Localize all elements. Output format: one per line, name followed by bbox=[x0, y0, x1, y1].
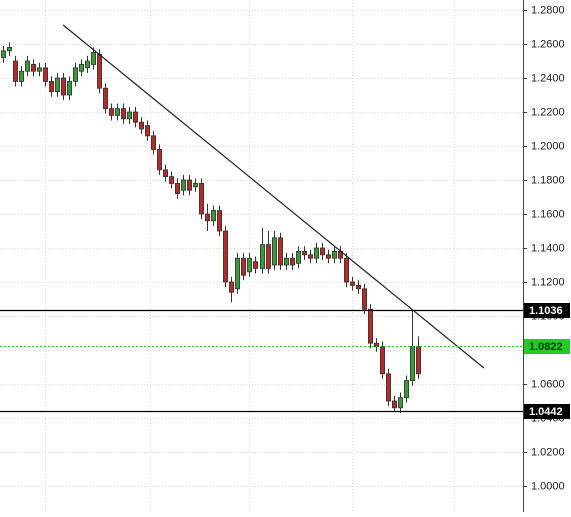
candle-body bbox=[259, 244, 266, 269]
candle-body bbox=[343, 257, 350, 283]
candle-body bbox=[355, 285, 362, 290]
candle-body bbox=[84, 60, 91, 69]
candle-body bbox=[361, 288, 368, 310]
y-tick-label: 1.1400 bbox=[531, 242, 565, 254]
candle-body bbox=[289, 257, 296, 266]
y-tick-label: 1.0600 bbox=[531, 378, 565, 390]
candle-body bbox=[240, 257, 247, 276]
y-tick-label: 1.1200 bbox=[531, 276, 565, 288]
candle-body bbox=[168, 176, 175, 184]
y-tick-label: 1.0200 bbox=[531, 446, 565, 458]
candle-body bbox=[60, 77, 67, 96]
candle-body bbox=[301, 251, 308, 256]
candle-body bbox=[156, 149, 163, 171]
candle-body bbox=[295, 251, 302, 264]
candle-body bbox=[204, 213, 211, 222]
candle-body bbox=[325, 254, 332, 259]
candle-body bbox=[397, 397, 404, 409]
candle-body bbox=[18, 70, 25, 82]
candle-body bbox=[36, 67, 43, 72]
candle-body bbox=[222, 230, 229, 283]
y-tick-label: 1.2400 bbox=[531, 72, 565, 84]
candle-body bbox=[102, 87, 109, 110]
candle-body bbox=[403, 380, 410, 398]
price-level-box bbox=[524, 303, 570, 318]
candle-body bbox=[307, 254, 314, 259]
candle-body bbox=[331, 251, 338, 259]
candle-body bbox=[132, 111, 139, 123]
candle-body bbox=[42, 67, 49, 82]
candle-body bbox=[72, 67, 79, 82]
candle-body bbox=[24, 60, 31, 72]
y-tick-label: 1.2800 bbox=[531, 4, 565, 16]
candle-body bbox=[367, 308, 374, 344]
candle-body bbox=[228, 281, 235, 293]
candle-body bbox=[349, 281, 356, 286]
candle-body bbox=[108, 108, 115, 116]
price-level-label: 1.0822 bbox=[529, 341, 563, 353]
y-tick-label: 1.2600 bbox=[531, 38, 565, 50]
candle-body bbox=[210, 210, 217, 222]
y-tick-label: 1.2200 bbox=[531, 106, 565, 118]
candle-body bbox=[138, 121, 145, 130]
candle-body bbox=[277, 237, 284, 266]
candle-body bbox=[246, 257, 253, 273]
candle-body bbox=[150, 135, 157, 150]
y-tick-label: 1.1800 bbox=[531, 174, 565, 186]
price-level-label: 1.0442 bbox=[529, 406, 563, 418]
candle-body bbox=[30, 64, 37, 72]
candle-body bbox=[283, 257, 290, 266]
price-level-label: 1.1036 bbox=[529, 305, 563, 317]
candle-body bbox=[48, 81, 55, 93]
candle-body bbox=[174, 183, 181, 195]
candle-body bbox=[271, 237, 278, 266]
y-tick-label: 1.0000 bbox=[531, 480, 565, 492]
candle-body bbox=[409, 346, 416, 382]
candle-body bbox=[186, 179, 193, 191]
candle-body bbox=[379, 346, 386, 375]
candle-body bbox=[216, 210, 223, 232]
candle-body bbox=[180, 179, 187, 191]
candle-body bbox=[385, 373, 392, 402]
candle-body bbox=[234, 257, 241, 290]
candle-body bbox=[96, 53, 103, 89]
y-tick-label: 1.2000 bbox=[531, 140, 565, 152]
candle-body bbox=[12, 60, 19, 82]
candle-body bbox=[319, 247, 326, 256]
candle-body bbox=[120, 108, 127, 120]
price-level-box bbox=[524, 339, 570, 354]
candle-body bbox=[415, 346, 422, 375]
candle-body bbox=[265, 244, 272, 269]
candle-body bbox=[0, 50, 7, 59]
candle-body bbox=[252, 261, 259, 269]
candle-body bbox=[391, 400, 398, 409]
candle-body bbox=[192, 183, 199, 188]
candle-body bbox=[66, 81, 73, 96]
y-tick-label: 1.1600 bbox=[531, 208, 565, 220]
candle-body bbox=[6, 47, 13, 52]
candle-body bbox=[90, 52, 97, 65]
candle-body bbox=[313, 247, 320, 259]
candle-body bbox=[114, 108, 121, 116]
candle-body bbox=[54, 77, 61, 93]
candle-body bbox=[162, 169, 169, 178]
candle-body bbox=[126, 111, 133, 120]
candle-body bbox=[144, 125, 151, 137]
price-level-box bbox=[524, 404, 570, 419]
candle-body bbox=[78, 64, 85, 72]
candle-body bbox=[198, 183, 205, 215]
